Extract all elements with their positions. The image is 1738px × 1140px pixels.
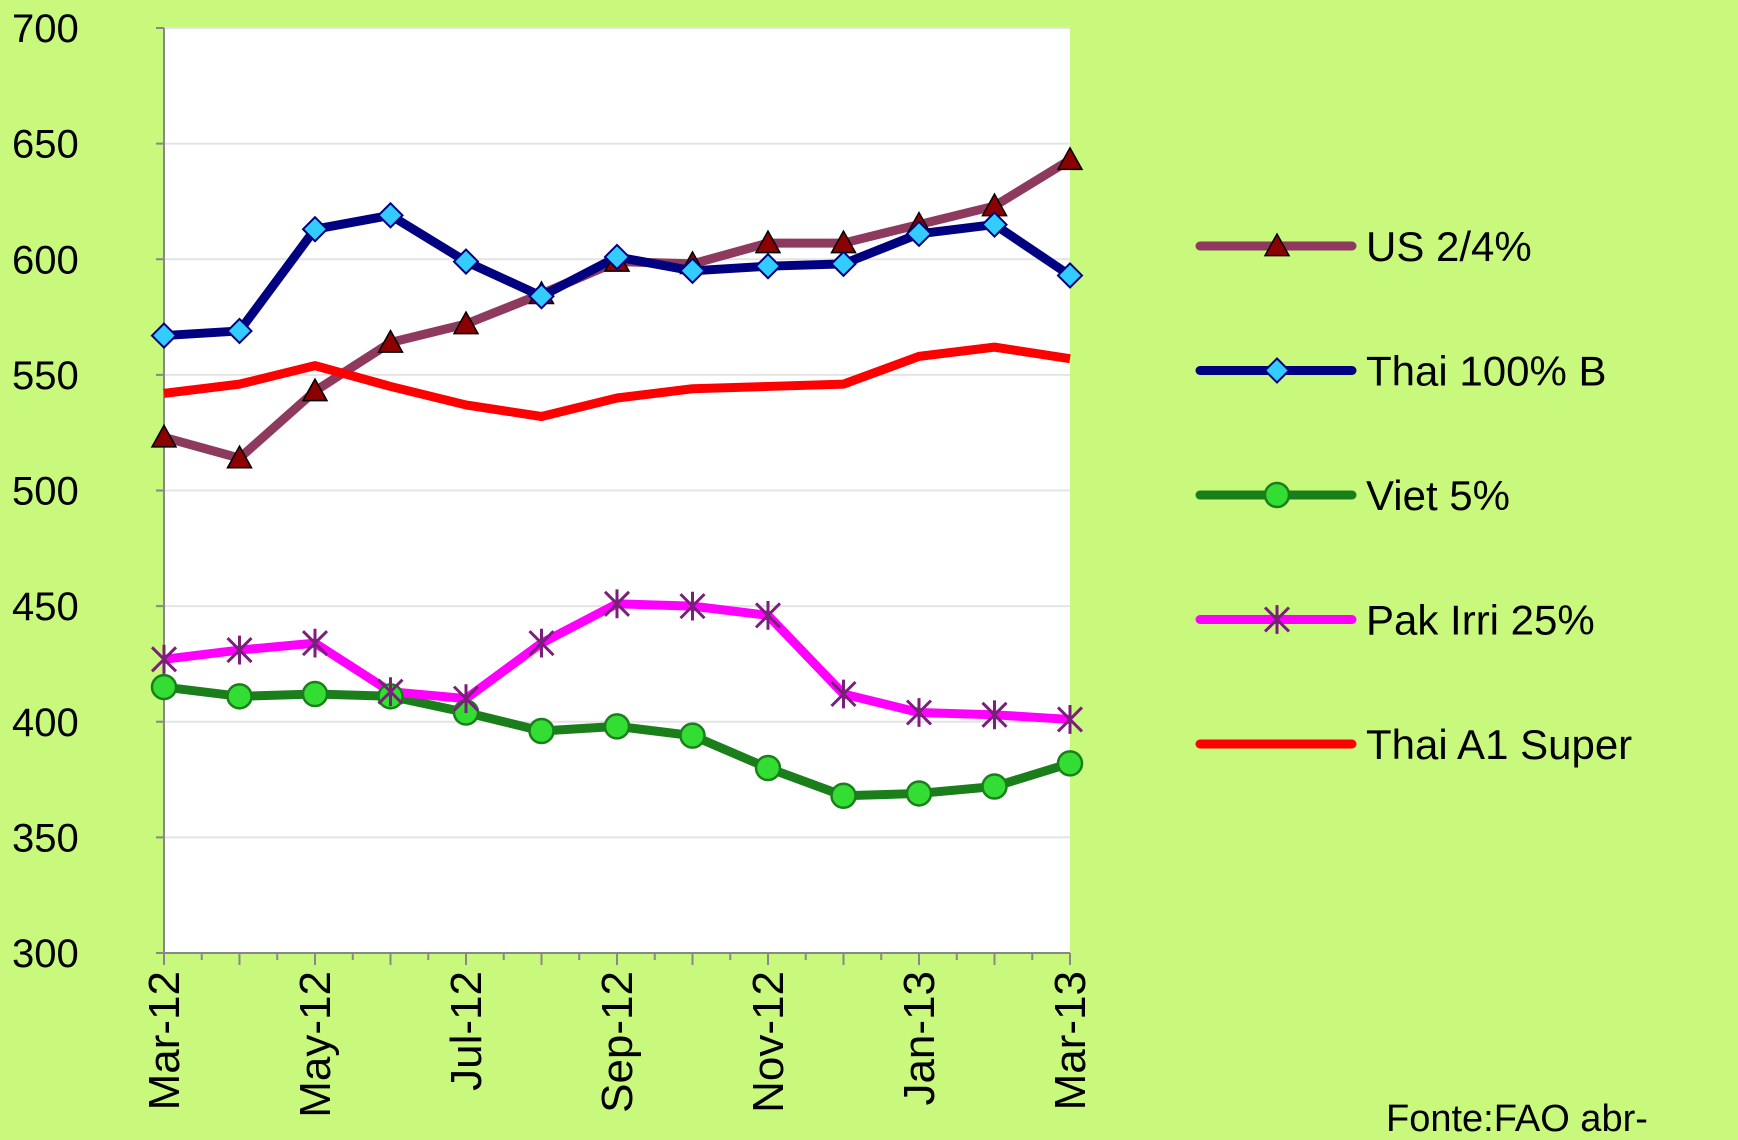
- data-marker: [226, 317, 253, 345]
- y-tick-label: 550: [12, 354, 79, 398]
- data-marker: [528, 282, 555, 310]
- data-marker: [301, 377, 329, 402]
- x-tick-label: Jul-12: [442, 971, 491, 1091]
- legend-marker: [1263, 481, 1291, 509]
- x-tick-label: Mar-12: [140, 971, 189, 1110]
- legend-label: US 2/4%: [1366, 223, 1532, 270]
- data-marker: [1263, 357, 1291, 384]
- data-marker: [226, 444, 253, 469]
- data-marker: [981, 700, 1008, 730]
- data-marker: [830, 679, 857, 709]
- data-marker: [679, 257, 706, 285]
- data-marker: [377, 201, 404, 229]
- y-tick-label: 350: [12, 816, 79, 860]
- y-tick-label: 300: [12, 932, 79, 976]
- data-marker: [830, 782, 857, 809]
- data-marker: [452, 684, 480, 714]
- data-marker: [754, 229, 782, 254]
- y-tick-label: 600: [12, 238, 79, 282]
- data-marker: [150, 322, 178, 349]
- series-markers: [150, 673, 1084, 809]
- data-marker: [1263, 605, 1291, 634]
- legend-label: Viet 5%: [1366, 472, 1510, 519]
- x-tick-label: Nov-12: [744, 971, 793, 1113]
- x-tick-label: Mar-13: [1046, 971, 1095, 1110]
- data-marker: [377, 328, 404, 353]
- data-marker: [226, 683, 253, 710]
- data-marker: [679, 722, 706, 749]
- data-marker: [1056, 705, 1084, 734]
- data-marker: [301, 215, 329, 243]
- series-line: [163, 342, 1071, 421]
- data-marker: [754, 600, 782, 630]
- data-marker: [1263, 481, 1291, 509]
- data-marker: [150, 673, 178, 701]
- y-tick-label: 450: [12, 585, 79, 629]
- data-marker: [981, 773, 1008, 800]
- x-tick-label: Jan-13: [895, 971, 944, 1106]
- data-marker: [301, 628, 329, 658]
- data-marker: [1056, 146, 1084, 171]
- y-tick-label: 500: [12, 470, 79, 514]
- y-tick-label: 650: [12, 123, 79, 167]
- x-tick-label: Sep-12: [593, 971, 642, 1113]
- legend-marker: [1263, 357, 1291, 384]
- series-markers: [150, 201, 1084, 349]
- legend-label: Pak Irri 25%: [1366, 597, 1595, 644]
- source-note: Fonte:FAO abr-: [1386, 1098, 1648, 1140]
- data-marker: [603, 243, 631, 271]
- data-marker: [679, 591, 706, 621]
- x-tick-label: May-12: [291, 971, 340, 1118]
- data-marker: [830, 250, 857, 278]
- data-marker: [754, 252, 782, 280]
- data-marker: [452, 248, 480, 275]
- series-markers: [150, 589, 1084, 734]
- data-marker: [528, 717, 555, 745]
- data-marker: [905, 220, 933, 248]
- data-marker: [981, 211, 1008, 238]
- data-marker: [754, 754, 782, 782]
- y-tick-label: 700: [12, 7, 79, 51]
- legend-marker: [1263, 232, 1291, 257]
- data-marker: [528, 628, 555, 658]
- data-marker: [150, 644, 178, 674]
- legend-label: Thai A1 Super: [1366, 721, 1632, 768]
- data-marker: [1056, 750, 1084, 777]
- data-marker: [301, 680, 329, 708]
- data-marker: [603, 589, 631, 619]
- data-marker: [1056, 262, 1084, 289]
- data-marker: [452, 310, 480, 335]
- data-marker: [226, 635, 253, 665]
- legend-label: Thai 100% B: [1366, 348, 1606, 395]
- data-marker: [150, 423, 178, 448]
- data-marker: [905, 698, 933, 727]
- y-tick-label: 400: [12, 701, 79, 745]
- data-marker: [603, 713, 631, 740]
- data-marker: [377, 677, 404, 707]
- legend-marker: [1263, 605, 1291, 634]
- data-marker: [1263, 232, 1291, 257]
- data-marker: [905, 780, 933, 807]
